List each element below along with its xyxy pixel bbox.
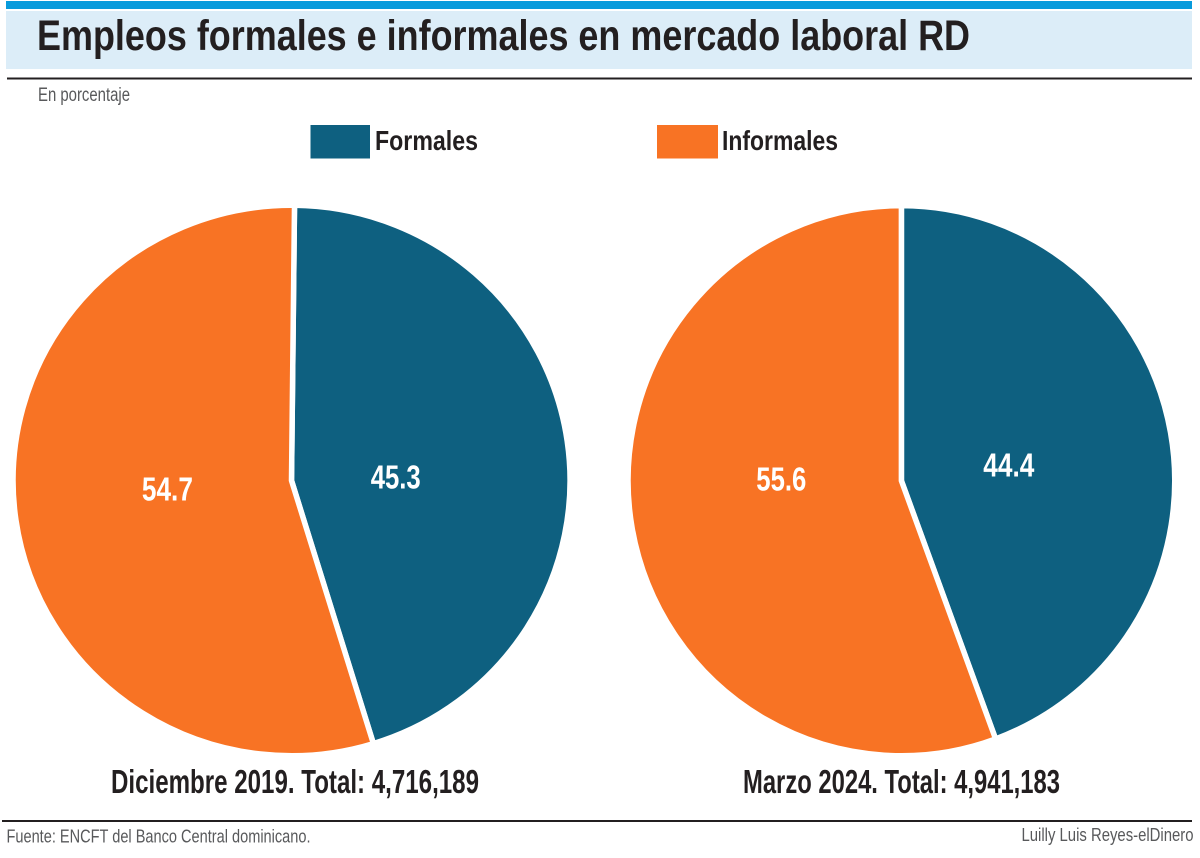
svg-text:44.4: 44.4 <box>983 447 1035 484</box>
svg-text:Marzo 2024. Total: 4,941,183: Marzo 2024. Total: 4,941,183 <box>743 763 1060 800</box>
svg-text:Empleos formales e informales: Empleos formales e informales en mercado… <box>37 12 970 60</box>
svg-text:54.7: 54.7 <box>142 471 193 508</box>
svg-text:En porcentaje: En porcentaje <box>38 85 130 106</box>
svg-text:Fuente: ENCFT del Banco Centra: Fuente: ENCFT del Banco Central dominica… <box>7 827 311 847</box>
svg-text:Diciembre 2019. Total: 4,716,1: Diciembre 2019. Total: 4,716,189 <box>111 763 479 800</box>
svg-text:Luilly Luis Reyes-elDinero: Luilly Luis Reyes-elDinero <box>1022 825 1194 845</box>
svg-text:Informales: Informales <box>722 125 838 156</box>
svg-text:45.3: 45.3 <box>371 458 421 495</box>
svg-text:Formales: Formales <box>375 125 478 156</box>
svg-text:55.6: 55.6 <box>756 461 806 498</box>
